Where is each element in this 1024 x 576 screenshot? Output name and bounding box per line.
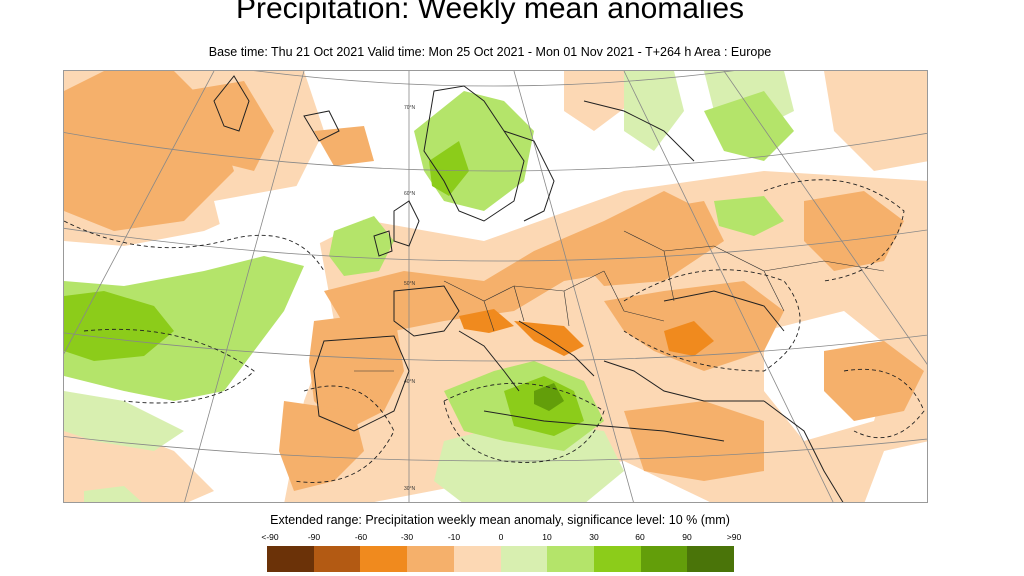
legend-label: 0 (498, 532, 504, 542)
legend-swatch (593, 546, 641, 572)
map-subtitle: Base time: Thu 21 Oct 2021 Valid time: M… (208, 45, 772, 59)
map-title: Precipitation: Weekly mean anomalies (235, 0, 745, 25)
legend-label: -30 (400, 532, 414, 542)
coastlines (213, 75, 844, 502)
country-borders (354, 230, 885, 372)
wet-deep-areas (534, 383, 564, 411)
legend-swatch (267, 546, 314, 572)
legend-label: -60 (354, 532, 368, 542)
legend-swatch (453, 546, 501, 572)
legend-label: 60 (635, 532, 645, 542)
legend-label: <-90 (261, 532, 279, 542)
significance-contours (64, 179, 925, 483)
dry-strong-areas (459, 309, 714, 356)
graticule-label: 60°N (404, 191, 416, 197)
legend-label: 10 (542, 532, 552, 542)
legend-color-bar (267, 546, 735, 572)
graticule-label: 40°N (404, 379, 416, 385)
legend-swatch (640, 546, 688, 572)
graticule (64, 71, 927, 502)
dry-mid-areas (64, 71, 924, 491)
legend-label: >90 (726, 532, 742, 542)
anomaly-map-canvas: 70°N 60°N 50°N 40°N 30°N (64, 71, 927, 502)
legend-swatch (547, 546, 594, 572)
legend-swatch (500, 546, 548, 572)
graticule-label: 70°N (404, 105, 416, 111)
legend-label: 30 (589, 532, 599, 542)
graticule-labels: 70°N 60°N 50°N 40°N 30°N (404, 105, 416, 492)
legend-label: -10 (447, 532, 461, 542)
legend-swatch (313, 546, 361, 572)
anomaly-map: 70°N 60°N 50°N 40°N 30°N (63, 70, 928, 503)
graticule-label: 50°N (404, 281, 416, 287)
graticule-label: 30°N (404, 486, 416, 492)
legend-label: 90 (682, 532, 692, 542)
legend-title: Extended range: Precipitation weekly mea… (270, 513, 730, 527)
legend-labels: <-90 -90 -60 -30 -10 0 10 30 60 90 >90 (246, 532, 758, 544)
legend-swatch (360, 546, 408, 572)
legend-swatch (407, 546, 454, 572)
legend-label: -90 (307, 532, 321, 542)
wet-mid-areas (64, 91, 794, 451)
legend-swatch (687, 546, 735, 572)
